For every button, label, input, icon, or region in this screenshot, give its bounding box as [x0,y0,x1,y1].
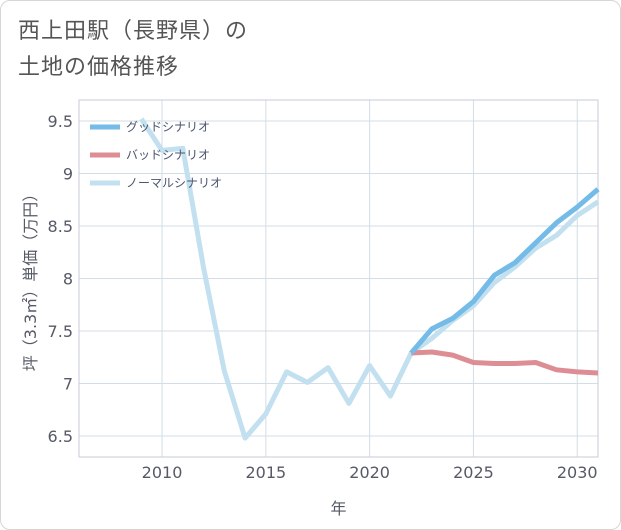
series-lines [139,117,600,441]
legend-label-normal: ノーマルシナリオ [126,176,222,190]
legend-label-bad: バッドシナリオ [126,148,210,162]
legend-label-good: グッドシナリオ [126,120,210,134]
plot-area-border [78,99,599,458]
x-axis-title: 年 [330,499,346,518]
series-line-bad [411,349,599,376]
series-line-good [409,187,600,355]
series-line-normal [139,117,600,441]
grid-lines [79,100,598,457]
x-tick-label-2025: 2025 [453,463,494,482]
x-tick-label-2010: 2010 [142,463,183,482]
y-tick-label-4: 8.5 [48,217,73,236]
x-tick-label-2030: 2030 [557,463,598,482]
y-tick-label-2: 7.5 [48,322,73,341]
y-tick-label-5: 9 [63,165,73,184]
y-tick-label-3: 8 [63,270,73,289]
x-tick-label-2015: 2015 [245,463,286,482]
title-line-2: 土地の価格推移 [18,55,180,80]
tick-labels: 2010 2015 2020 2025 2030 6.5 7 7.5 8 8.5 9 9.5 [48,112,598,482]
y-tick-label-0: 6.5 [48,427,73,446]
y-tick-label-1: 7 [63,375,73,394]
chart-title: 西上田駅（長野県）の 土地の価格推移 [18,14,248,86]
y-axis-title: 坪（3.3㎡）単価（万円） [21,186,40,371]
title-line-1: 西上田駅（長野県）の [18,19,249,44]
x-tick-label-2020: 2020 [349,463,390,482]
y-tick-label-6: 9.5 [48,112,73,131]
